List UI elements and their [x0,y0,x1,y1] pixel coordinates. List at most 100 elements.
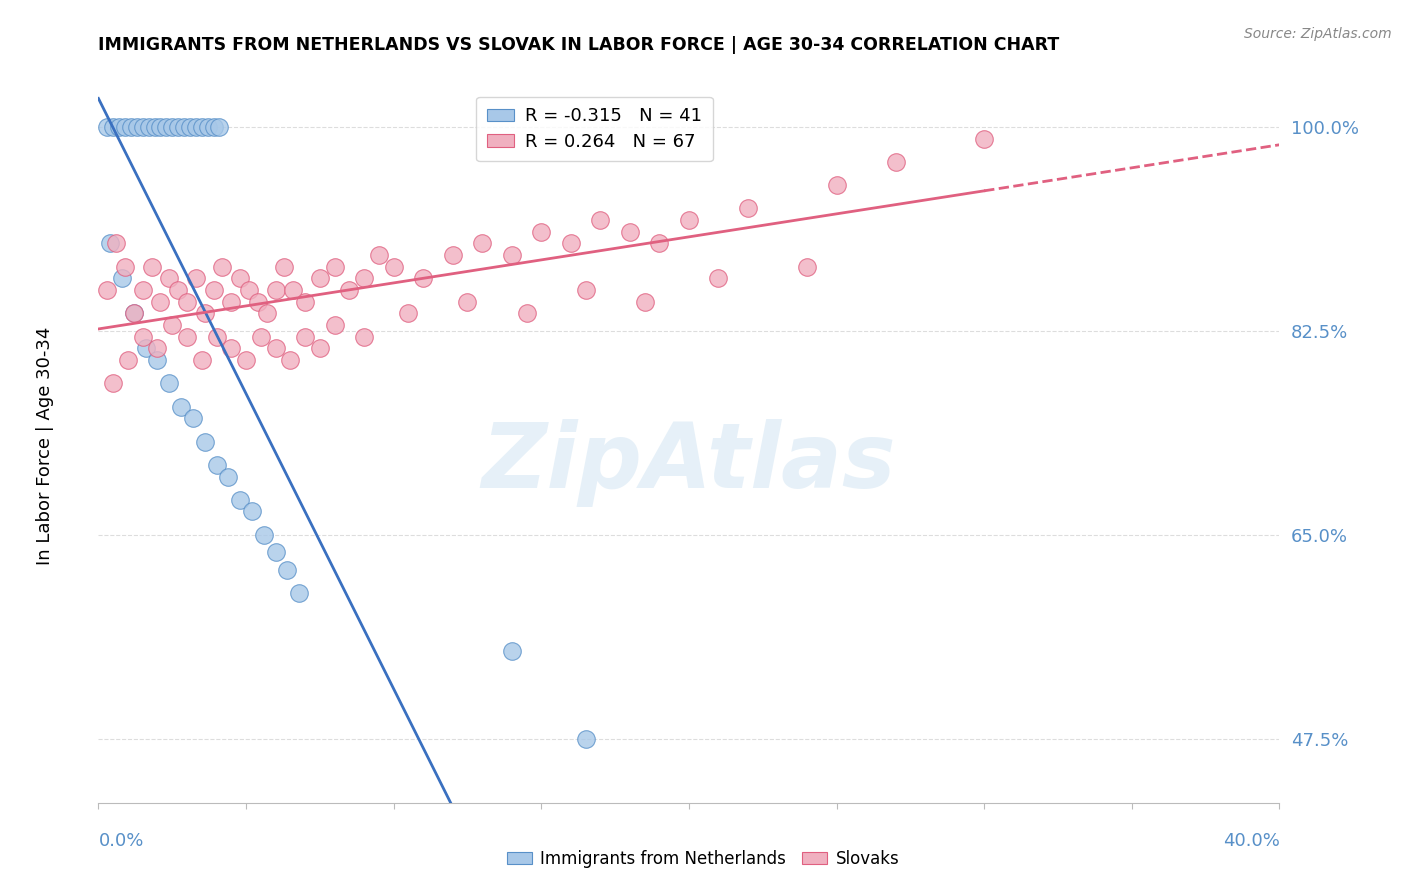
Point [575,731,598,746]
Point [157,376,180,391]
Point [648,236,671,251]
Point [208,120,231,134]
Point [457,294,479,309]
Point [339,283,361,297]
Text: 40.0%: 40.0% [1223,832,1279,850]
Legend: Immigrants from Netherlands, Slovaks: Immigrants from Netherlands, Slovaks [501,844,905,875]
Point [167,120,190,134]
Point [253,528,276,542]
Point [678,213,700,227]
Point [132,329,155,343]
Point [235,353,257,368]
Point [146,341,169,355]
Point [264,545,287,559]
Text: IMMIGRANTS FROM NETHERLANDS VS SLOVAK IN LABOR FORCE | AGE 30-34 CORRELATION CHA: IMMIGRANTS FROM NETHERLANDS VS SLOVAK IN… [98,36,1060,54]
Point [120,120,142,134]
Point [280,353,302,368]
Point [143,120,166,134]
Point [162,120,183,134]
Point [202,120,225,134]
Point [184,120,207,134]
Point [103,120,125,134]
Point [111,271,134,285]
Point [173,120,195,134]
Text: ZipAtlas: ZipAtlas [482,419,896,508]
Point [368,248,391,262]
Point [353,329,375,343]
Point [353,271,375,285]
Point [273,260,295,274]
Point [825,178,848,193]
Point [194,434,217,449]
Point [96,120,118,134]
Point [501,248,523,262]
Point [441,248,464,262]
Point [149,120,172,134]
Point [619,225,641,239]
Point [191,353,214,368]
Point [240,504,263,518]
Point [238,283,260,297]
Point [737,202,759,216]
Point [205,458,228,472]
Point [283,283,305,297]
Point [516,306,538,320]
Point [398,306,420,320]
Point [132,283,155,297]
Point [288,586,311,600]
Point [707,271,730,285]
Point [202,283,225,297]
Point [117,353,139,368]
Point [229,271,252,285]
Point [170,400,193,414]
Point [157,271,180,285]
Point [122,306,145,320]
Point [264,283,287,297]
Point [167,283,190,297]
Point [176,294,198,309]
Point [634,294,657,309]
Point [294,329,316,343]
Point [184,271,207,285]
Point [589,213,612,227]
Point [132,120,155,134]
Point [560,236,582,251]
Point [191,120,214,134]
Point [146,353,169,368]
Text: Source: ZipAtlas.com: Source: ZipAtlas.com [1244,27,1392,41]
Point [246,294,269,309]
Text: In Labor Force | Age 30-34: In Labor Force | Age 30-34 [37,326,53,566]
Text: 0.0%: 0.0% [98,832,143,850]
Point [179,120,201,134]
Point [796,260,818,274]
Point [125,120,148,134]
Point [276,563,298,577]
Point [575,283,598,297]
Point [141,260,163,274]
Point [229,492,252,507]
Point [108,120,131,134]
Point [973,131,995,145]
Point [884,154,907,169]
Point [471,236,494,251]
Point [294,294,316,309]
Point [323,318,346,332]
Point [194,306,217,320]
Point [221,294,243,309]
Point [530,225,553,239]
Point [162,318,183,332]
Point [103,376,125,391]
Point [155,120,177,134]
Point [382,260,405,274]
Point [114,260,136,274]
Point [138,120,160,134]
Point [217,469,239,483]
Point [205,329,228,343]
Point [135,341,157,355]
Point [98,236,121,251]
Point [501,644,523,658]
Point [412,271,434,285]
Point [250,329,273,343]
Legend: R = -0.315   N = 41, R = 0.264   N = 67: R = -0.315 N = 41, R = 0.264 N = 67 [477,96,713,161]
Point [181,411,204,425]
